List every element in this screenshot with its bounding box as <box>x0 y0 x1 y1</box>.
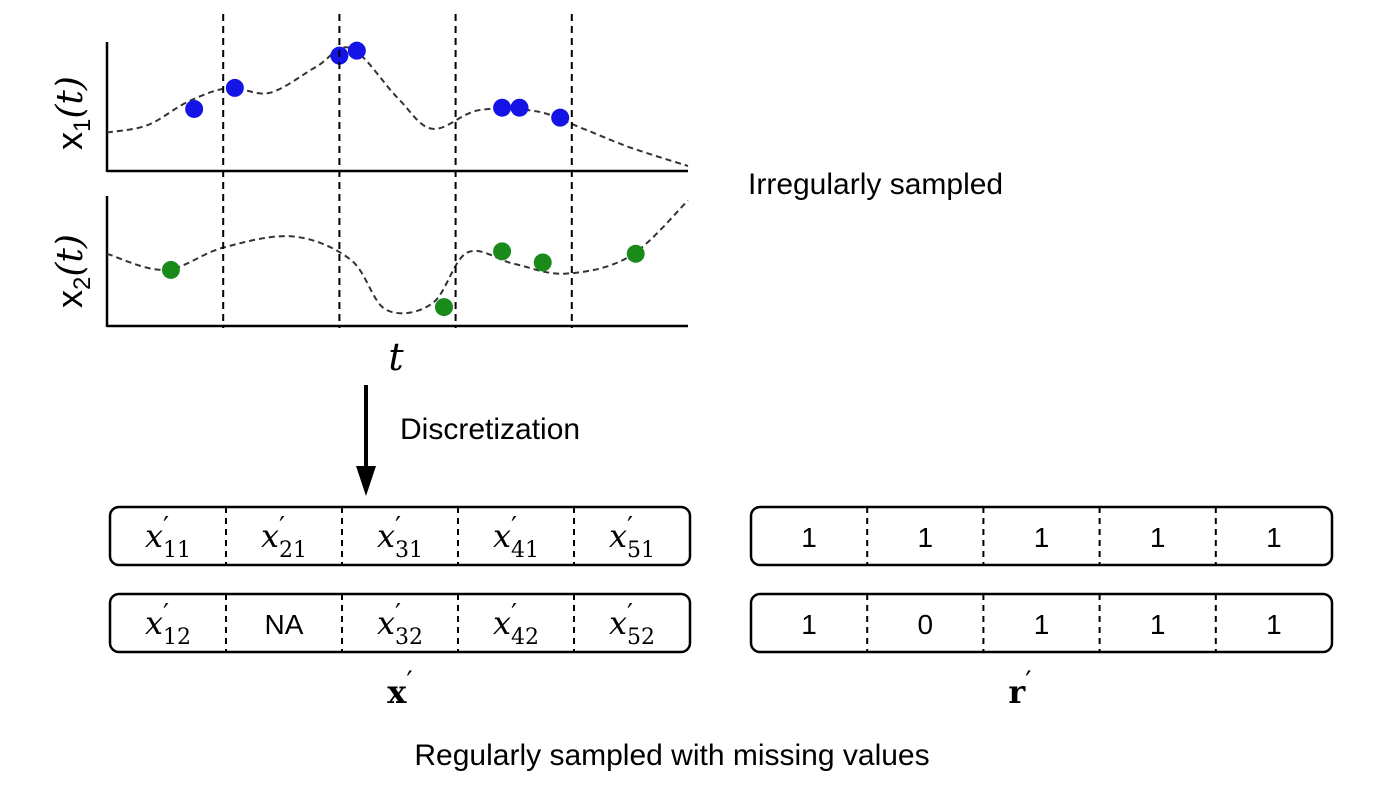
r-prime-label: r′ <box>1008 665 1031 711</box>
r-table-cell: 1 <box>801 522 817 553</box>
x-table-cell: x′ 12 <box>145 599 191 650</box>
r-table-cell: 1 <box>1150 522 1166 553</box>
x1-sample-point <box>510 98 529 117</box>
x2-points <box>161 242 645 317</box>
x2-sample-point <box>161 260 180 279</box>
x-table-cell: x′ 51 <box>609 512 655 563</box>
x-table-cells: x′ 11 x′ 21 x′ 31 x′ 41 x′ 51 x′ 12 NA x′ 32 x′ 42 x′ 52 <box>145 512 655 650</box>
x-prime-table: x′ 11 x′ 21 x′ 31 x′ 41 x′ 51 x′ 12 NA x′ 32 x′ 42 x′ 52 <box>108 505 692 654</box>
r-table-cells: 1 1 1 1 1 1 0 1 1 1 <box>801 522 1281 640</box>
x1-ylabel: x1(t) <box>49 76 96 150</box>
regular-caption: Regularly sampled with missing values <box>414 739 929 772</box>
x-prime-label: x′ <box>387 665 412 711</box>
time-bin-lines <box>222 14 573 328</box>
x-table-cell: x′ 52 <box>609 599 655 650</box>
x1-sample-point <box>493 98 512 117</box>
x-table-cell: NA <box>265 609 304 640</box>
discretization-label: Discretization <box>400 413 580 446</box>
x2-sample-point <box>626 244 645 263</box>
r-row-2-box <box>749 592 1334 654</box>
x-table-dividers <box>225 507 575 652</box>
r-table-cell: 1 <box>918 522 934 553</box>
r-table-cell: 1 <box>1266 522 1282 553</box>
x-table-cell: x′ 21 <box>261 512 307 563</box>
x2-curve <box>106 199 689 315</box>
r-table-cell: 1 <box>1034 522 1050 553</box>
r-table-cell: 1 <box>1034 609 1050 640</box>
x2-sample-point <box>493 242 512 261</box>
x1-sample-point <box>185 99 204 118</box>
r-table-cell: 0 <box>918 609 934 640</box>
x1-sample-point <box>551 108 570 127</box>
arrow-head <box>356 466 376 496</box>
r-table-cell: 1 <box>801 609 817 640</box>
x2-sample-point <box>533 253 552 272</box>
x-table-cell: x′ 41 <box>493 512 539 563</box>
x2-sample-point <box>434 298 453 317</box>
plot-x1: x1(t) <box>49 41 689 173</box>
x-table-cell: x′ 11 <box>145 512 191 563</box>
discretization-arrow <box>356 385 376 496</box>
x1-points <box>185 41 570 127</box>
x1-curve <box>106 46 689 167</box>
x1-sample-point <box>225 78 244 97</box>
x1-sample-point <box>347 41 366 60</box>
x-table-cell: x′ 31 <box>377 512 423 563</box>
x-table-cell: x′ 32 <box>377 599 423 650</box>
x-row-1-box <box>108 505 692 567</box>
x2-ylabel: x2(t) <box>49 234 96 308</box>
r-prime-table: 1 1 1 1 1 1 0 1 1 1 <box>749 505 1334 654</box>
t-axis-label: t <box>388 335 404 379</box>
r-row-1-box <box>749 505 1334 567</box>
r-table-cell: 1 <box>1150 609 1166 640</box>
x-row-2-box <box>108 592 692 654</box>
r-table-cell: 1 <box>1266 609 1282 640</box>
r-table-dividers <box>866 507 1217 652</box>
plot-x2: x2(t) <box>49 196 689 328</box>
x-table-cell: x′ 42 <box>493 599 539 650</box>
irregular-caption: Irregularly sampled <box>748 168 1003 201</box>
